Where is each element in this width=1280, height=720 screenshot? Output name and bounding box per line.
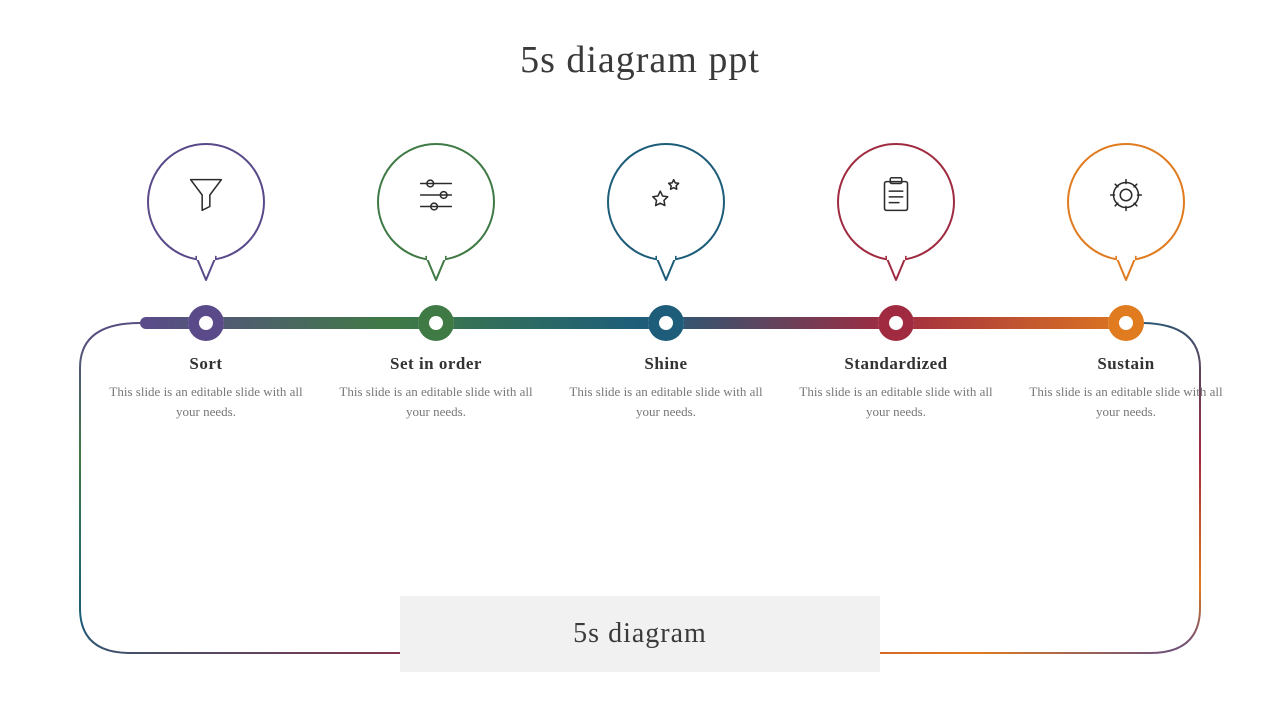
balloon-standardized [834,140,958,290]
stars-icon [604,172,728,223]
slide-title: 5s diagram ppt [0,38,1280,82]
clipboard-icon [834,172,958,223]
diagram-stage: 5s diagram Sort This slide is an editabl… [80,140,1200,660]
step-label: Sort [106,354,306,374]
timeline-node [1108,305,1144,341]
step-desc: This slide is an editable slide with all… [1026,382,1226,421]
timeline-node [648,305,684,341]
footer-label: 5s diagram [573,618,707,650]
step-label: Standardized [796,354,996,374]
timeline-node [878,305,914,341]
sliders-icon [374,172,498,223]
balloon-sustain [1064,140,1188,290]
step-column: Shine This slide is an editable slide wi… [566,354,766,421]
step-desc: This slide is an editable slide with all… [796,382,996,421]
slide: 5s diagram ppt [0,0,1280,720]
step-column: Standardized This slide is an editable s… [796,354,996,421]
step-column: Sort This slide is an editable slide wit… [106,354,306,421]
step-desc: This slide is an editable slide with all… [106,382,306,421]
step-column: Sustain This slide is an editable slide … [1026,354,1226,421]
step-label: Set in order [336,354,536,374]
step-label: Sustain [1026,354,1226,374]
balloon-set-in-order [374,140,498,290]
step-desc: This slide is an editable slide with all… [566,382,766,421]
footer-box: 5s diagram [400,596,880,672]
step-desc: This slide is an editable slide with all… [336,382,536,421]
balloon-shine [604,140,728,290]
balloon-sort [144,140,268,290]
timeline-node [418,305,454,341]
step-label: Shine [566,354,766,374]
gear-icon [1064,172,1188,223]
funnel-icon [144,172,268,223]
timeline-node [188,305,224,341]
step-column: Set in order This slide is an editable s… [336,354,536,421]
